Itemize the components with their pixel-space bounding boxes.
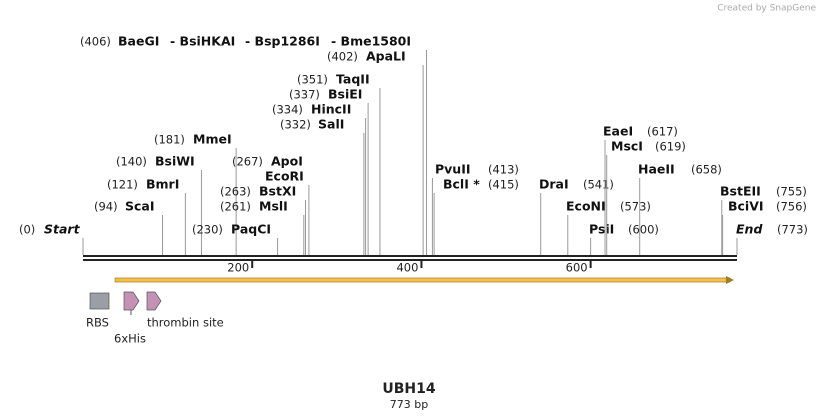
- site-name: Start: [44, 222, 81, 237]
- site-position: (600): [628, 223, 659, 237]
- feature-label: RBS: [86, 316, 109, 330]
- site-name: MmeI: [193, 132, 232, 147]
- ruler-label: 400: [396, 261, 418, 275]
- site-position: (351): [297, 73, 328, 87]
- site-name: PvuII: [435, 162, 471, 177]
- site-name: ApoI: [271, 154, 303, 169]
- site-name: - Bme1580I: [331, 34, 411, 49]
- site-name: BciVI: [728, 199, 764, 214]
- site-position: (402): [327, 50, 358, 64]
- his-feature: [123, 291, 140, 311]
- site-name: DraI: [539, 177, 569, 192]
- site-position: (756): [776, 200, 807, 214]
- site-name: HincII: [311, 102, 351, 117]
- site-name: MscI: [611, 139, 643, 154]
- site-position: (121): [107, 178, 138, 192]
- site-position: (140): [116, 155, 147, 169]
- site-position: (267): [232, 155, 263, 169]
- site-name: MslI: [259, 199, 288, 214]
- site-position: (415): [488, 178, 519, 192]
- site-name: ApaLI: [366, 49, 406, 64]
- site-position: (755): [776, 185, 807, 199]
- site-position: (573): [620, 200, 651, 214]
- backbone: [83, 255, 737, 257]
- site-name: ScaI: [125, 199, 155, 214]
- ruler-label: 200: [227, 261, 249, 275]
- site-name: TaqII: [336, 72, 370, 87]
- site-name: EaeI: [603, 124, 633, 139]
- site-name: - BsiHKAI: [170, 34, 235, 49]
- site-position: (263): [220, 185, 251, 199]
- site-position: (406): [80, 35, 111, 49]
- site-position: (658): [691, 163, 722, 177]
- site-name: SalI: [318, 117, 344, 132]
- site-name: End: [736, 222, 763, 237]
- feature-label: thrombin site: [147, 316, 224, 330]
- thrombin-feature: [146, 291, 162, 311]
- credit: Created by SnapGene: [717, 4, 816, 14]
- site-name: BaeGI: [118, 34, 159, 49]
- orf-arrow: [114, 277, 731, 283]
- site-position: (94): [94, 200, 118, 214]
- site-name: EcoNI: [566, 199, 606, 214]
- site-name: - Bsp1286I: [245, 34, 320, 49]
- site-position: (541): [583, 178, 614, 192]
- site-position: (337): [289, 88, 320, 102]
- subtitle: 773 bp: [390, 398, 428, 411]
- site-name: BstEII: [720, 184, 761, 199]
- title: UBH14: [382, 381, 435, 397]
- rbs-feature: [89, 292, 110, 310]
- site-name: HaeII: [638, 162, 675, 177]
- site-name: BmrI: [146, 177, 179, 192]
- site-position: (181): [154, 133, 185, 147]
- site-position: (773): [777, 223, 808, 237]
- site-position: (261): [220, 200, 251, 214]
- backbone: [83, 259, 737, 261]
- site-position: (619): [655, 140, 686, 154]
- site-position: (0): [19, 223, 35, 237]
- site-position: (617): [647, 125, 678, 139]
- site-name: BclI *: [443, 177, 480, 192]
- site-name: EcoRI: [265, 169, 304, 184]
- ruler-label: 600: [566, 261, 588, 275]
- site-name: PsiI: [589, 222, 614, 237]
- site-name: PaqCI: [231, 222, 271, 237]
- orf-arrow-head: [726, 276, 734, 284]
- site-position: (332): [280, 118, 311, 132]
- site-name: BsiWI: [155, 154, 195, 169]
- site-position: (413): [488, 163, 519, 177]
- site-position: (230): [192, 223, 223, 237]
- feature-label: 6xHis: [114, 332, 146, 346]
- site-name: BsiEI: [328, 87, 362, 102]
- site-position: (334): [272, 103, 303, 117]
- site-name: BstXI: [259, 184, 296, 199]
